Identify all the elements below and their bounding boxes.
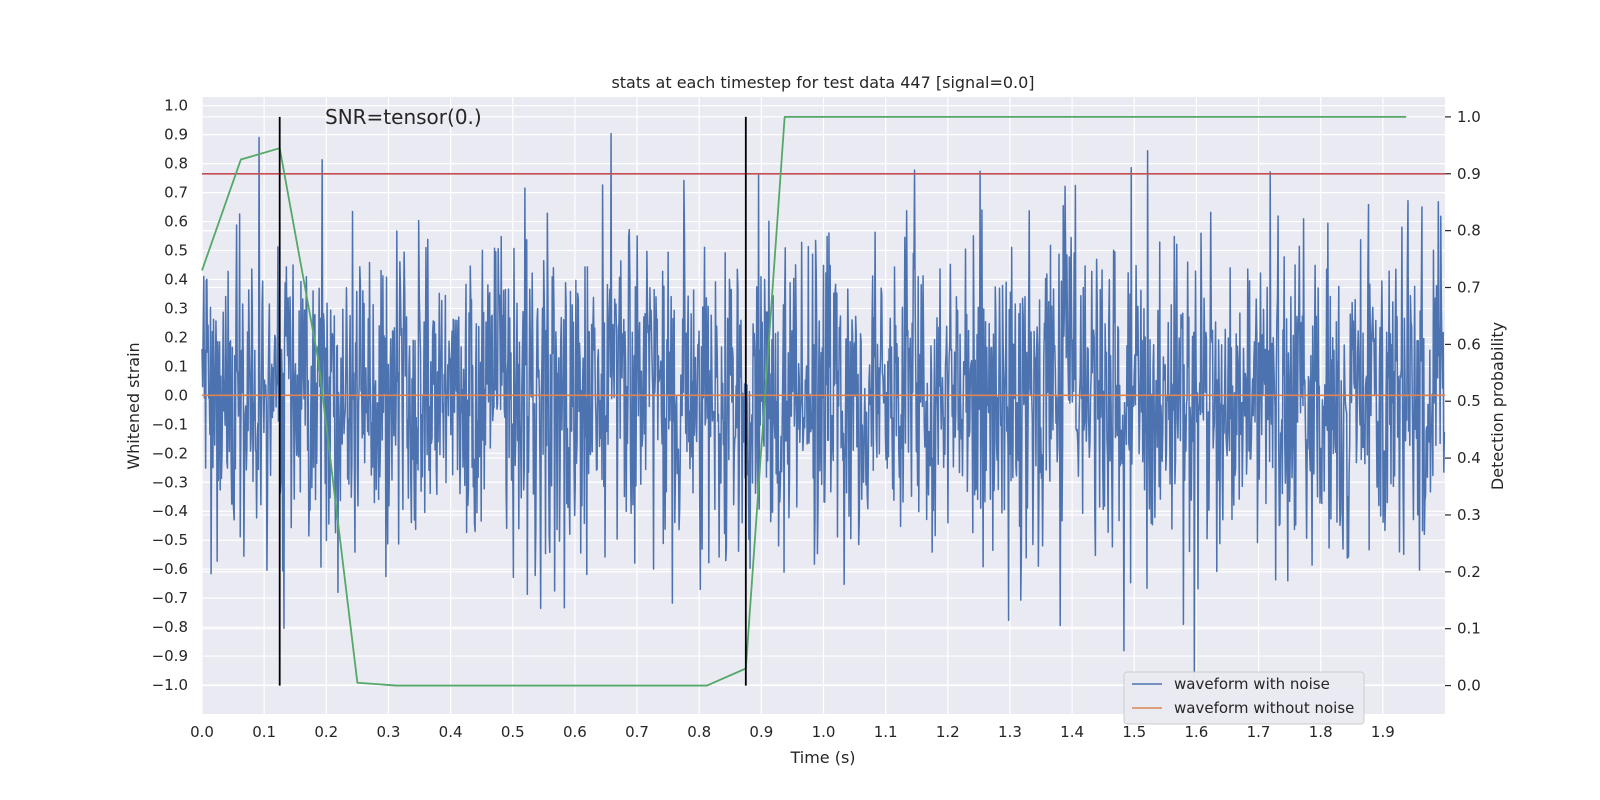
x-tick-label: 1.6 xyxy=(1184,723,1208,741)
legend: waveform with noise waveform without noi… xyxy=(1123,671,1365,725)
y-left-tick-label: 1.0 xyxy=(164,97,188,115)
x-tick-label: 0.3 xyxy=(377,723,401,741)
snr-annotation: SNR=tensor(0.) xyxy=(325,105,482,129)
y-left-tick-label: 0.1 xyxy=(164,357,188,375)
y-left-tick-label: −0.1 xyxy=(152,415,188,433)
y-right-tick-label: 0.5 xyxy=(1457,392,1481,410)
legend-label-noise: waveform with noise xyxy=(1174,675,1330,693)
x-axis-label: Time (s) xyxy=(789,748,855,767)
x-tick-label: 1.5 xyxy=(1122,723,1146,741)
y-left-tick-label: 0.7 xyxy=(164,184,188,202)
y-right-tick-label: 0.9 xyxy=(1457,165,1481,183)
y-left-tick-label: 0.6 xyxy=(164,213,188,231)
y-left-tick-label: −0.8 xyxy=(152,618,188,636)
x-tick-label: 0.4 xyxy=(439,723,463,741)
x-tick-label: 0.7 xyxy=(625,723,649,741)
x-tick-label: 0.8 xyxy=(687,723,711,741)
y-right-tick-label: 0.4 xyxy=(1457,449,1481,467)
y-right-tick-label: 0.0 xyxy=(1457,677,1481,695)
x-tick-label: 0.0 xyxy=(190,723,214,741)
x-tick-label: 0.6 xyxy=(563,723,587,741)
x-tick-label: 0.9 xyxy=(749,723,773,741)
legend-label-no-noise: waveform without noise xyxy=(1174,699,1354,717)
y-right-tick-label: 0.1 xyxy=(1457,620,1481,638)
y-left-tick-label: −0.7 xyxy=(152,589,188,607)
y-right-tick-label: 0.2 xyxy=(1457,563,1481,581)
y-left-tick-label: −1.0 xyxy=(152,676,188,694)
y-right-tick-label: 0.3 xyxy=(1457,506,1481,524)
y-axis-label-right: Detection probability xyxy=(1488,322,1507,490)
chart-title: stats at each timestep for test data 447… xyxy=(611,73,1034,92)
legend-box xyxy=(1123,671,1365,725)
y-right-tick-label: 0.8 xyxy=(1457,222,1481,240)
y-left-tick-label: 0.9 xyxy=(164,126,188,144)
y-left-tick-label: −0.9 xyxy=(152,647,188,665)
y-left-tick-label: 0.8 xyxy=(164,155,188,173)
y-right-tick-label: 0.7 xyxy=(1457,279,1481,297)
y-left-tick-label: 0.3 xyxy=(164,299,188,317)
x-tick-label: 1.9 xyxy=(1371,723,1395,741)
series-waveform-with-noise xyxy=(201,132,1446,679)
y-left-tick-label: −0.6 xyxy=(152,560,188,578)
x-tick-label: 0.1 xyxy=(252,723,276,741)
y-left-tick-label: 0.0 xyxy=(164,386,188,404)
y-left-tick-label: −0.3 xyxy=(152,473,188,491)
y-left-tick-label: −0.5 xyxy=(152,531,188,549)
y-left-tick-label: −0.2 xyxy=(152,444,188,462)
y-axis-label-left: Whitened strain xyxy=(124,342,143,469)
tick-labels: 0.0 0.1 0.2 0.3 0.4 0.5 0.6 0.7 0.8 0.9 1.0 1.1 1.2 1… xyxy=(152,97,1481,741)
x-tick-label: 1.3 xyxy=(998,723,1022,741)
x-tick-label: 1.1 xyxy=(874,723,898,741)
y-left-tick-label: −0.4 xyxy=(152,502,188,520)
x-tick-label: 1.7 xyxy=(1247,723,1271,741)
x-tick-label: 1.4 xyxy=(1060,723,1084,741)
y-right-tick-label: 1.0 xyxy=(1457,108,1481,126)
series-detection-probability xyxy=(201,116,1407,687)
noise-layer xyxy=(201,132,1446,679)
overlay-layer xyxy=(201,116,1445,687)
y-right-tick-label: 0.6 xyxy=(1457,335,1481,353)
y-left-tick-label: 0.2 xyxy=(164,328,188,346)
y-left-tick-label: 0.4 xyxy=(164,270,188,288)
x-tick-label: 1.0 xyxy=(812,723,836,741)
x-tick-label: 1.8 xyxy=(1309,723,1333,741)
x-tick-label: 0.2 xyxy=(314,723,338,741)
x-tick-label: 1.2 xyxy=(936,723,960,741)
x-tick-label: 0.5 xyxy=(501,723,525,741)
y-left-tick-label: 0.5 xyxy=(164,242,188,260)
